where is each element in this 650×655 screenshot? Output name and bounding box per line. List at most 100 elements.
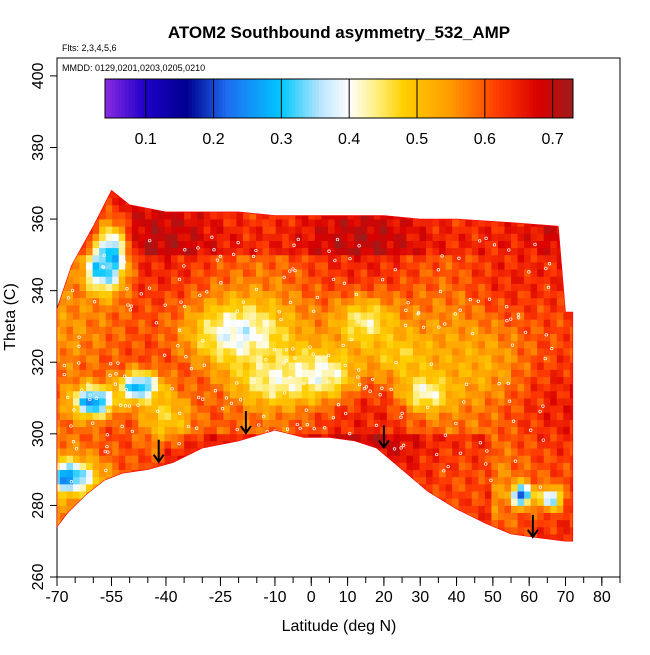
heat-cell: [412, 297, 420, 306]
heat-cell: [576, 534, 583, 542]
heat-cell: [360, 526, 368, 535]
heat-cell: [458, 383, 466, 392]
heat-cell: [530, 483, 538, 492]
heat-cell: [334, 462, 342, 471]
heat-cell: [478, 390, 486, 399]
sample-points: [62, 235, 554, 489]
heat-cell: [569, 283, 573, 292]
heat-cell: [406, 355, 414, 363]
heat-cell: [72, 233, 80, 241]
heat-cell: [511, 254, 518, 263]
heat-cell: [471, 254, 479, 263]
heat-cell: [242, 283, 250, 292]
sample-point: [533, 242, 537, 247]
heat-cell: [131, 326, 139, 335]
heat-cell: [269, 340, 277, 349]
heat-cell: [288, 304, 296, 313]
heat-cell: [543, 433, 551, 442]
heat-cell: [92, 398, 100, 406]
heat-cell: [157, 262, 165, 270]
sample-point: [288, 463, 292, 467]
heat-cell: [576, 362, 583, 370]
heat-cell: [197, 440, 205, 449]
colorbar-strip: [295, 79, 300, 118]
heat-cell: [301, 347, 309, 356]
heat-cell: [386, 283, 394, 292]
sample-point: [123, 374, 127, 378]
heat-cell: [334, 405, 342, 413]
heat-cell: [569, 398, 573, 406]
heat-cell: [275, 340, 283, 349]
heat-cell: [59, 505, 67, 513]
heat-cell: [138, 254, 146, 263]
heat-cell: [190, 376, 198, 385]
sample-point: [254, 248, 258, 253]
heat-cell: [360, 190, 368, 198]
heat-cell: [426, 190, 433, 198]
heat-cell: [203, 219, 211, 227]
heat-cell: [118, 211, 126, 220]
heat-cell: [419, 433, 427, 442]
chart-title: ATOM2 Southbound asymmetry_532_AMP: [168, 23, 510, 42]
colorbar-strip: [138, 79, 143, 118]
heat-cell: [445, 219, 453, 227]
heat-cell: [380, 326, 388, 335]
heat-cell: [308, 390, 316, 399]
heat-cell: [210, 369, 218, 377]
heat-cell: [79, 190, 87, 198]
heat-cell: [125, 426, 133, 435]
heat-cell: [360, 326, 368, 335]
heat-cell: [144, 197, 152, 206]
heat-cell: [347, 312, 355, 320]
heat-cell: [144, 491, 152, 499]
heat-cell: [164, 219, 172, 227]
heat-cell: [556, 333, 564, 342]
heat-cell: [249, 190, 257, 191]
heat-cell: [125, 526, 133, 535]
heat-cell: [426, 398, 433, 406]
heat-cell: [478, 211, 486, 220]
heat-cell: [157, 276, 165, 284]
heat-cell: [112, 476, 120, 485]
heat-cell: [301, 505, 309, 513]
heat-cell: [216, 240, 224, 249]
heat-cell: [380, 491, 388, 499]
heat-cell: [465, 369, 473, 377]
heat-cell: [530, 498, 538, 506]
heat-cell: [478, 419, 486, 428]
heat-cell: [569, 433, 573, 442]
heat-cell: [131, 355, 139, 363]
heat-cell: [157, 469, 165, 478]
heat-cell: [295, 369, 303, 377]
heat-cell: [164, 462, 172, 471]
heat-cell: [412, 476, 420, 485]
heat-cell: [432, 276, 440, 284]
heat-cell: [308, 326, 316, 335]
heat-cell: [210, 483, 218, 492]
heat-cell: [471, 369, 479, 377]
heat-cell: [79, 469, 87, 478]
heat-cell: [66, 319, 74, 327]
heat-cell: [223, 412, 231, 420]
heat-cell: [295, 254, 303, 263]
heat-cell: [171, 498, 178, 506]
heat-cell: [99, 448, 107, 456]
heat-cell: [452, 412, 460, 420]
heat-cell: [177, 304, 185, 313]
heat-cell: [497, 312, 505, 320]
heat-cell: [177, 534, 185, 542]
heat-cell: [563, 534, 571, 542]
heat-cell: [471, 190, 479, 191]
sample-point: [66, 296, 71, 300]
heat-cell: [157, 312, 165, 320]
heat-cell: [288, 312, 296, 320]
heat-cell: [105, 505, 113, 513]
heat-cell: [386, 204, 394, 213]
heat-cell: [242, 297, 250, 306]
heat-cell: [288, 383, 296, 392]
sample-point: [194, 426, 199, 430]
heat-cell: [524, 390, 532, 399]
heat-cell: [223, 462, 231, 471]
domain-boundary: [56, 189, 574, 542]
heat-cell: [543, 333, 551, 342]
